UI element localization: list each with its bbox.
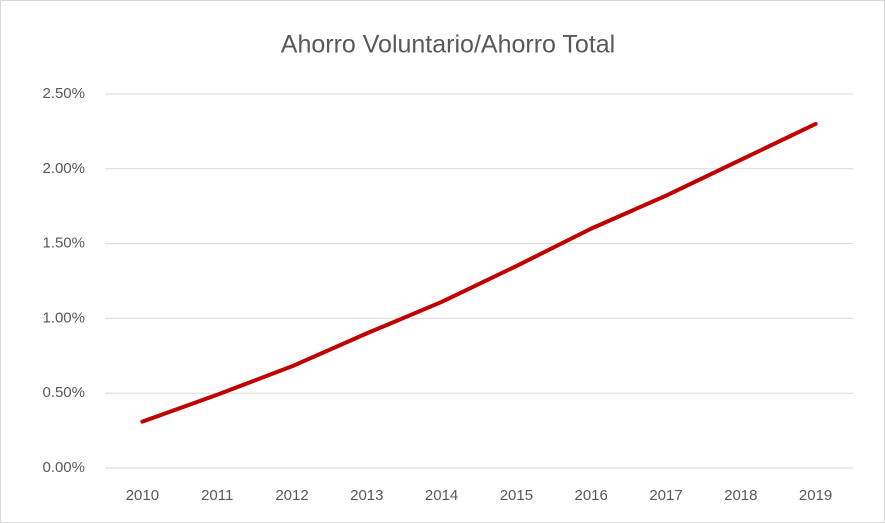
- x-tick-label: 2013: [350, 487, 383, 504]
- x-tick-label: 2012: [275, 487, 308, 504]
- chart-title: Ahorro Voluntario/Ahorro Total: [281, 31, 615, 59]
- y-tick-label: 1.50%: [42, 235, 85, 252]
- x-tick-label: 2017: [649, 487, 682, 504]
- x-tick-label: 2016: [575, 487, 608, 504]
- x-tick-label: 2010: [126, 487, 159, 504]
- y-tick-label: 2.00%: [42, 160, 85, 177]
- x-tick-label: 2018: [724, 487, 757, 504]
- x-tick-label: 2011: [201, 487, 233, 504]
- x-tick-label: 2014: [425, 487, 458, 504]
- x-tick-label: 2015: [500, 487, 533, 504]
- y-tick-label: 1.00%: [42, 309, 85, 326]
- y-tick-label: 2.50%: [42, 85, 85, 102]
- y-tick-label: 0.50%: [42, 384, 85, 401]
- x-tick-label: 2019: [799, 487, 832, 504]
- y-tick-label: 0.00%: [42, 459, 85, 476]
- data-line: [140, 121, 818, 424]
